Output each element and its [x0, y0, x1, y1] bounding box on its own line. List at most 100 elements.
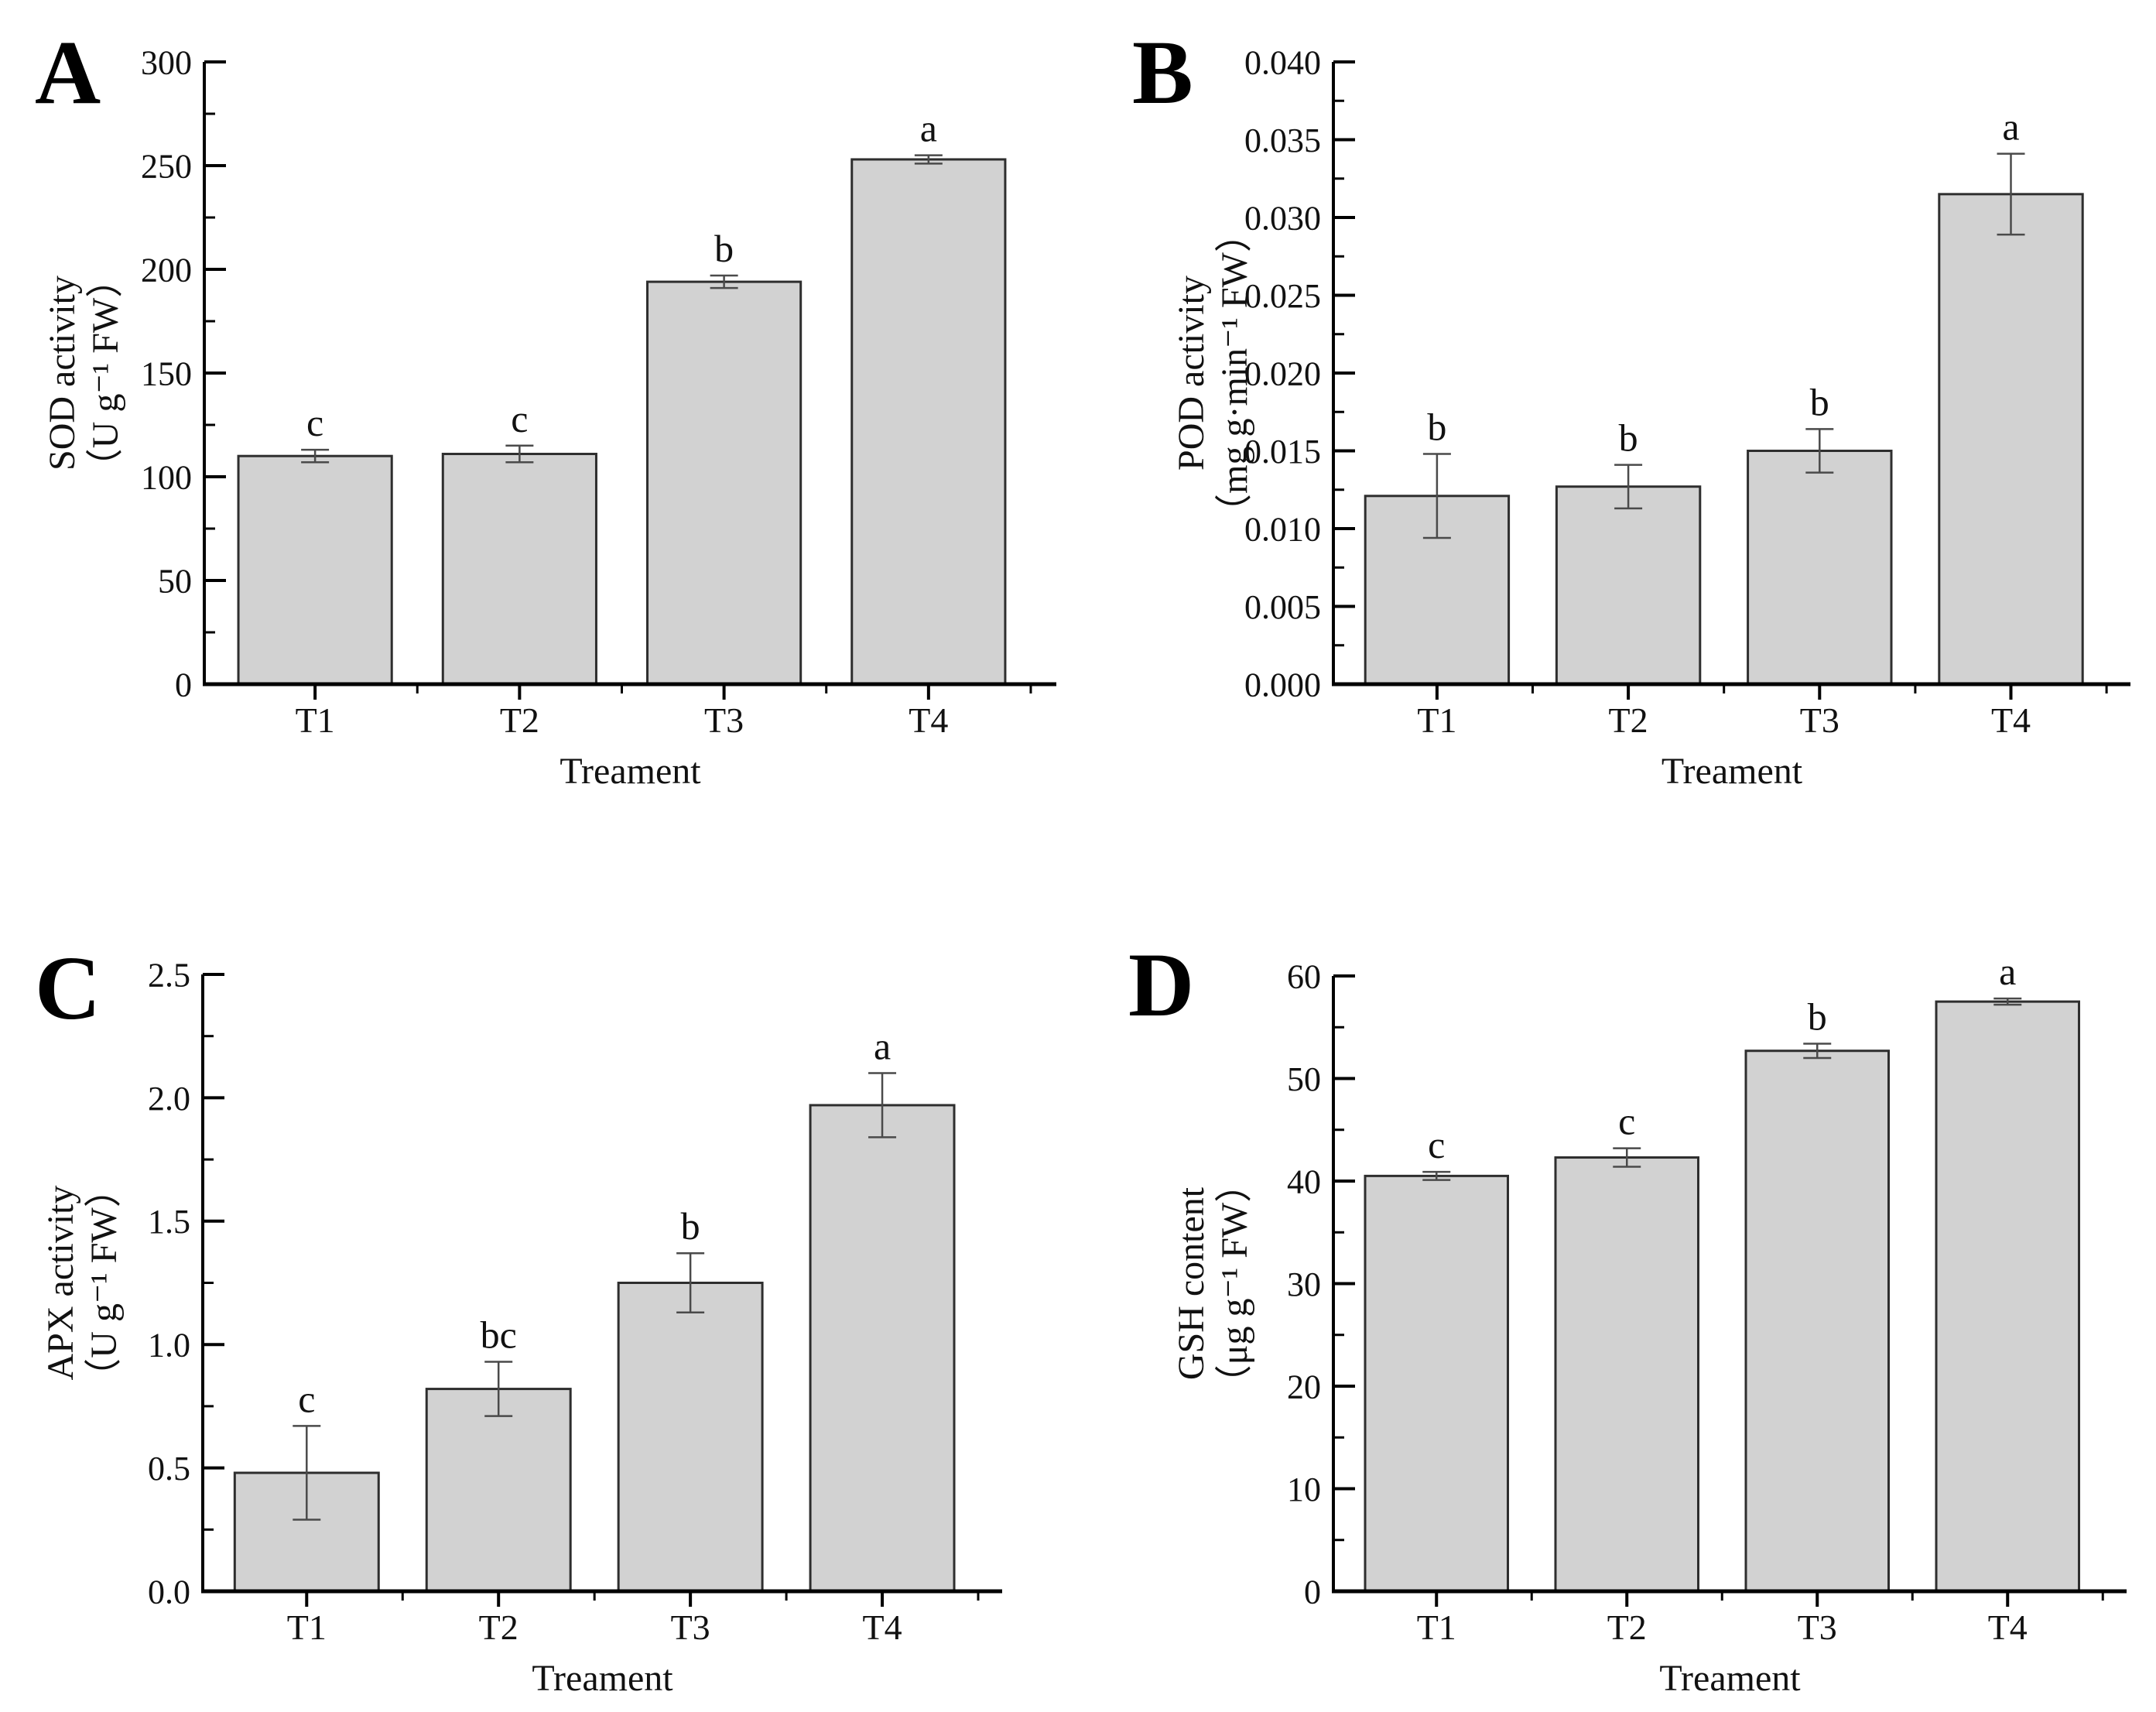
- y-tick-label: 0.0: [148, 1573, 190, 1611]
- apx-activity-chart: c bc b a 0.0 0.5 1.0 1.5 2.0 2.5 T1 T2 T3 T4 Treament A…: [40, 956, 1002, 1699]
- y-tick-label: 0: [1304, 1573, 1321, 1611]
- y-tick-label: 100: [141, 458, 192, 496]
- pod-activity-chart: b b b a 0.000 0.005 0.010 0.015 0.020 0.025 0.030 0…: [1171, 43, 2130, 792]
- y-tick-label: 0.010: [1244, 510, 1321, 548]
- x-tick-label-T1: T1: [1417, 700, 1456, 740]
- y-tick-label: 0: [175, 666, 192, 704]
- sod-activity-chart: c c b a 0 50 100 150 200 250 300 T1 T2 T3 T4 Treament SO…: [42, 43, 1056, 792]
- bar-T2: [1554, 1156, 1699, 1593]
- x-tick-label-T3: T3: [1800, 700, 1839, 740]
- sig-letter-T4: a: [920, 107, 937, 150]
- y-axis-title-line2: （U g⁻¹ FW）: [84, 1170, 125, 1395]
- y-axis-title-line2: （U g⁻¹ FW）: [85, 261, 126, 485]
- x-tick-label-T2: T2: [500, 700, 539, 740]
- x-tick-label-T2: T2: [479, 1608, 518, 1647]
- sig-letter-T1: c: [1428, 1123, 1445, 1166]
- sig-letter-T2: bc: [481, 1313, 517, 1357]
- x-tick-label-T4: T4: [909, 700, 948, 740]
- bar-T4: [850, 158, 1007, 686]
- y-tick-label: 60: [1287, 957, 1321, 995]
- error-bar-T2: [1614, 464, 1643, 510]
- y-tick-label: 0.015: [1244, 433, 1321, 471]
- error-bar-T3: [710, 274, 738, 289]
- bar-T4: [1935, 1000, 2080, 1593]
- bar-T3: [646, 280, 803, 686]
- error-bar-T3: [1803, 1043, 1832, 1060]
- x-axis-title: Treament: [1661, 751, 1803, 792]
- y-tick-label: 1.0: [148, 1327, 190, 1364]
- panel-letter-b: B: [1132, 22, 1193, 123]
- y-tick-label: 2.0: [148, 1080, 190, 1118]
- sig-letter-T2: c: [1618, 1100, 1635, 1143]
- bar-T1: [237, 454, 393, 686]
- y-tick-label: 0.035: [1244, 122, 1321, 159]
- y-axis-title-line1: APX activity: [40, 1186, 81, 1381]
- x-tick-label-T3: T3: [671, 1608, 710, 1647]
- sig-letter-T1: c: [298, 1377, 315, 1420]
- error-bar-T1: [1422, 453, 1451, 539]
- error-bar-T4: [1993, 997, 2022, 1006]
- x-tick-label-T3: T3: [1798, 1608, 1837, 1647]
- y-tick-label: 30: [1287, 1265, 1321, 1303]
- y-tick-label: 0.030: [1244, 199, 1321, 237]
- x-tick-label-T1: T1: [287, 1608, 327, 1647]
- x-tick-label-T2: T2: [1609, 700, 1648, 740]
- y-tick-label: 50: [1287, 1060, 1321, 1098]
- error-bar-T3: [1805, 428, 1834, 474]
- error-bar-T2: [1613, 1147, 1641, 1168]
- y-axis-title-line1: SOD activity: [42, 276, 83, 471]
- error-bar-T1: [301, 448, 330, 464]
- panel-letter-d: D: [1128, 934, 1195, 1036]
- error-bar-T1: [1422, 1170, 1451, 1181]
- gsh-content-chart: c c b a 0 10 20 30 40 50 60 T1 T2 T3 T4 Treament GSH con…: [1171, 950, 2127, 1699]
- sig-letter-T1: b: [1427, 406, 1446, 449]
- y-tick-label: 0.040: [1244, 43, 1321, 81]
- y-tick-label: 50: [158, 562, 192, 600]
- y-axis-title-line2: （μg g⁻¹ FW）: [1214, 1166, 1255, 1402]
- y-axis-title-line1: GSH content: [1171, 1186, 1212, 1380]
- y-tick-label: 2.5: [148, 956, 190, 994]
- y-tick-label: 0.5: [148, 1450, 190, 1488]
- x-tick-label-T4: T4: [1988, 1608, 2028, 1647]
- bar-T2: [441, 453, 597, 686]
- error-bar-T4: [868, 1072, 897, 1138]
- error-bar-T1: [293, 1425, 321, 1521]
- error-bar-T4: [914, 154, 943, 165]
- bar-T4: [1938, 193, 2084, 686]
- x-axis-title: Treament: [1659, 1658, 1801, 1699]
- x-axis-title: Treament: [560, 751, 701, 792]
- error-bar-T2: [505, 444, 534, 464]
- x-tick-label-T1: T1: [1417, 1608, 1456, 1647]
- y-tick-label: 10: [1287, 1471, 1321, 1508]
- error-bar-T4: [1997, 152, 2025, 236]
- y-tick-label: 0.025: [1244, 277, 1321, 315]
- y-tick-label: 20: [1287, 1368, 1321, 1406]
- sig-letter-T3: b: [1810, 380, 1829, 423]
- x-tick-label-T3: T3: [704, 700, 744, 740]
- x-tick-label-T4: T4: [862, 1608, 902, 1647]
- y-tick-label: 0.020: [1244, 354, 1321, 392]
- y-tick-label: 0.000: [1244, 666, 1321, 704]
- sig-letter-T2: c: [511, 397, 528, 440]
- bar-T3: [617, 1282, 764, 1593]
- y-tick-label: 150: [141, 354, 192, 392]
- panel-b: B b b b a 0.000 0.005 0.010 0.015 0.020 0.025 0.03…: [1078, 0, 2156, 856]
- y-tick-label: 200: [141, 251, 192, 289]
- y-tick-label: 300: [141, 43, 192, 81]
- x-tick-label-T4: T4: [1991, 700, 2031, 740]
- sig-letter-T1: c: [306, 401, 323, 444]
- sig-letter-T4: a: [2002, 105, 2019, 149]
- panel-letter-a: A: [35, 22, 101, 123]
- x-axis-title: Treament: [532, 1658, 673, 1699]
- bar-T2: [1555, 485, 1702, 686]
- y-tick-label: 250: [141, 147, 192, 185]
- sig-letter-T4: a: [874, 1025, 891, 1068]
- sig-letter-T4: a: [1999, 950, 2016, 993]
- y-axis-title-line2: （mg g·min⁻¹ FW）: [1214, 215, 1255, 531]
- bar-T2: [425, 1388, 572, 1593]
- bar-T4: [809, 1104, 956, 1593]
- x-tick-label-T1: T1: [296, 700, 335, 740]
- error-bar-T2: [484, 1361, 513, 1417]
- bar-T3: [1744, 1049, 1890, 1593]
